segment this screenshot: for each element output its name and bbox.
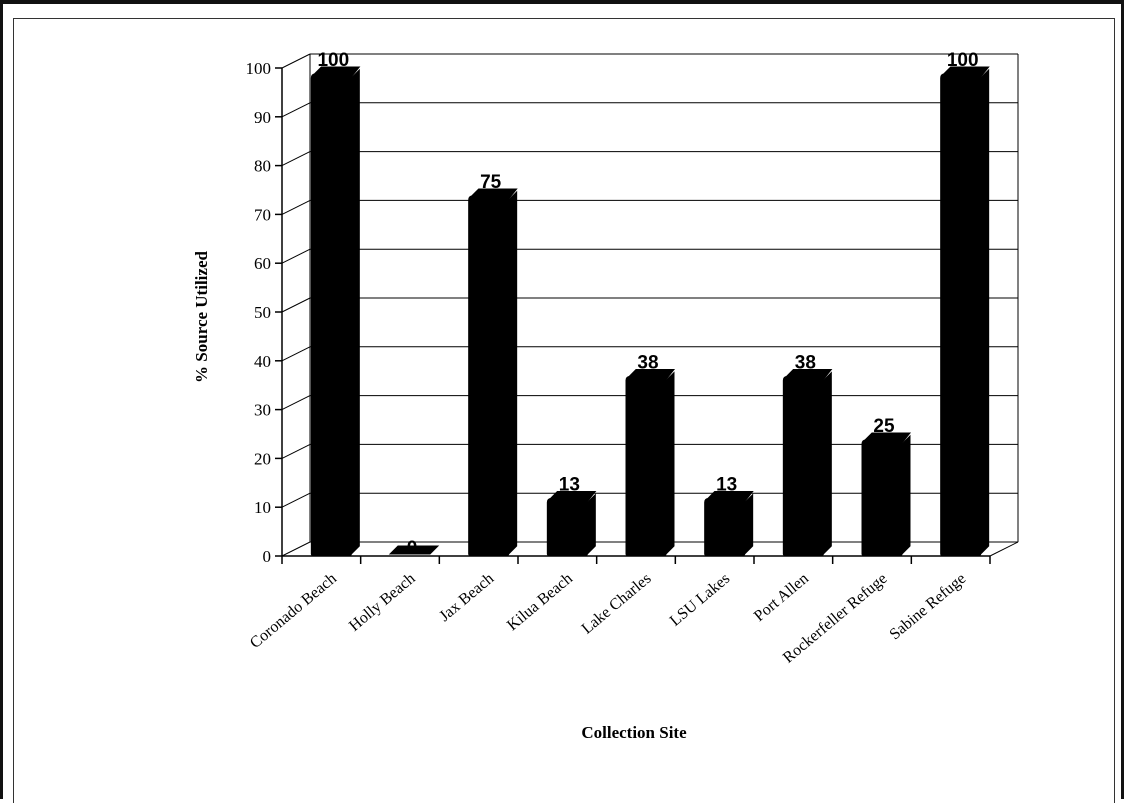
bar <box>782 369 833 557</box>
data-labels: 100 0 75 13 38 13 38 25 100 <box>317 50 978 559</box>
category-label: LSU Lakes <box>667 570 733 630</box>
y-axis-title: % Source Utilized <box>192 251 211 383</box>
category-label: Sabine Refuge <box>886 570 969 643</box>
bar-top <box>548 491 597 503</box>
bar-front <box>625 376 667 557</box>
bar-side <box>822 371 832 556</box>
category-label: Kilua Beach <box>504 570 576 634</box>
bar <box>940 66 990 557</box>
chart-inner-frame <box>13 18 1115 803</box>
bar-front <box>940 73 982 557</box>
y-tick-label: 20 <box>254 449 271 468</box>
bar-front <box>310 73 352 557</box>
y-tick-label: 10 <box>254 498 271 517</box>
y-tick-label: 40 <box>254 352 271 371</box>
bar <box>625 369 676 557</box>
gridline-depth <box>281 395 311 411</box>
x-axis-title: Collection Site <box>581 723 687 742</box>
gridline-depth <box>281 53 311 69</box>
bar <box>468 188 518 557</box>
bars <box>310 66 990 557</box>
category-label: Holly Beach <box>346 570 419 635</box>
bar-side <box>508 190 518 556</box>
bar-top <box>784 369 833 381</box>
data-label: 38 <box>795 353 816 374</box>
category-label: Port Allen <box>751 570 812 625</box>
bar-side <box>980 68 990 556</box>
category-labels: Coronado Beach Holly Beach Jax Beach Kilua … <box>247 570 969 667</box>
data-label: 100 <box>317 50 349 71</box>
y-axis-ticks: 0 10 20 30 40 50 60 70 80 90 100 <box>246 59 282 566</box>
gridline-depth <box>281 199 311 215</box>
bar-side <box>744 493 754 556</box>
gridline-depth <box>281 346 311 362</box>
y-tick-label: 50 <box>254 303 271 322</box>
bar-top <box>388 545 440 555</box>
category-label: Lake Charles <box>579 570 655 638</box>
y-tick-label: 100 <box>246 59 272 78</box>
bar-front <box>468 195 510 557</box>
category-label: Coronado Beach <box>247 570 340 652</box>
bar-top <box>469 188 518 200</box>
bar-front <box>782 376 824 557</box>
y-tick-label: 90 <box>254 108 271 127</box>
y-tick-label: 60 <box>254 254 271 273</box>
data-label: 0 <box>407 538 418 559</box>
gridline-depth <box>281 151 311 167</box>
data-label: 13 <box>559 475 580 496</box>
bar <box>546 491 597 557</box>
bar-side <box>350 68 360 556</box>
gridline-depth <box>281 102 311 118</box>
bar-top <box>862 432 912 444</box>
gridline-depth <box>281 248 311 264</box>
bar-top <box>941 66 990 78</box>
gridline-depth <box>281 297 311 313</box>
gridline-depth <box>281 492 311 508</box>
y-tick-label: 0 <box>263 547 272 566</box>
data-label: 13 <box>716 475 737 496</box>
floor-right-edge <box>989 541 1019 557</box>
data-label: 100 <box>947 50 979 71</box>
bar-top <box>626 369 676 381</box>
data-label: 38 <box>637 353 658 374</box>
y-tick-label: 80 <box>254 157 271 176</box>
y-tick-label: 70 <box>254 205 271 224</box>
data-label: 75 <box>480 172 502 193</box>
bar <box>704 491 754 557</box>
bar-top <box>312 66 361 78</box>
bar-side <box>665 371 675 556</box>
bar <box>388 545 440 555</box>
bar-side <box>586 493 596 556</box>
gridline-depth <box>281 541 311 557</box>
bar-front <box>861 439 903 557</box>
gridline-depth <box>281 443 311 459</box>
data-label: 25 <box>873 416 895 437</box>
y-tick-label: 30 <box>254 401 271 420</box>
bar-front <box>704 498 746 557</box>
category-label: Jax Beach <box>436 570 497 625</box>
bar <box>310 66 361 557</box>
bar-side <box>901 434 911 556</box>
x-axis-ticks <box>281 556 991 564</box>
bar-top <box>705 491 754 503</box>
bar <box>861 432 912 557</box>
bar-front <box>546 498 588 557</box>
